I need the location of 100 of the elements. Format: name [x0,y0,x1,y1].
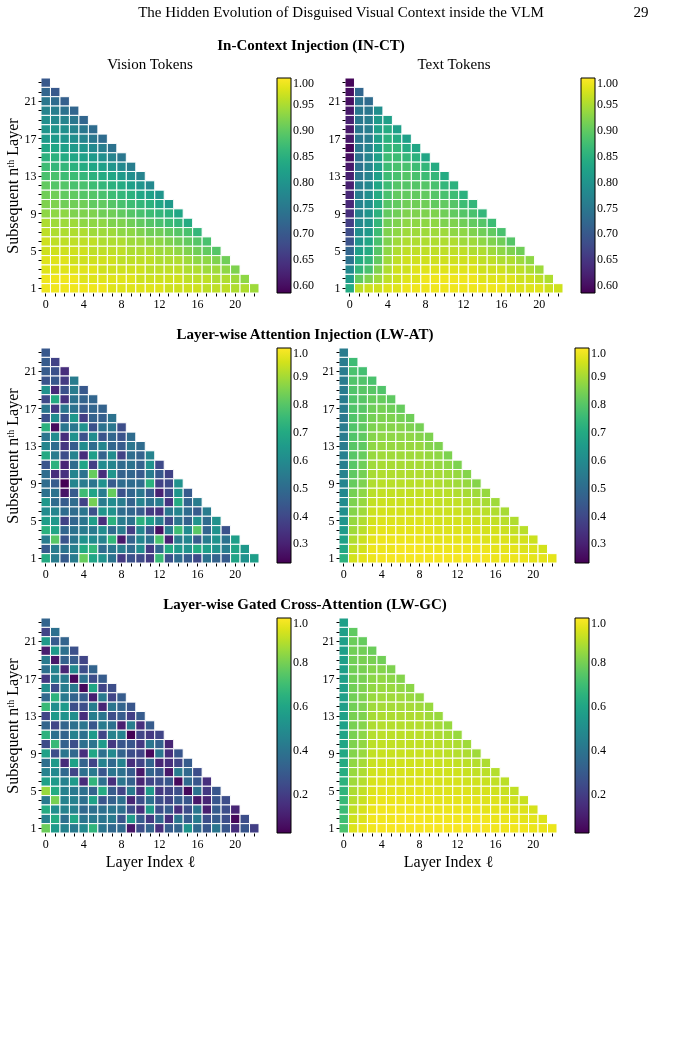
y-tick-label: 13 [24,439,37,454]
text: In-Context Injection (IN-CT) [217,37,405,55]
y-tick-label: 17 [24,671,37,686]
y-tick-label: 1 [328,821,335,836]
x-tick-label: 12 [451,836,464,851]
color-bar-label: 0.5 [293,480,308,495]
x-tick-label: 16 [191,566,204,581]
x-tick-label: 20 [533,296,546,311]
color-bar-label: 0.8 [591,396,606,411]
x-tick-label: 16 [191,296,204,311]
y-tick-label: 1 [30,551,37,566]
y-tick-label: 17 [322,671,335,686]
text: The Hidden Evolution of Disguised Visual Context inside the VLM [138,4,544,20]
y-tick-label: 21 [24,634,37,649]
y-tick-label: 5 [328,513,335,528]
y-axis-title: Subsequent nᵗʰ Layer [3,387,22,524]
y-tick-label: 1 [334,281,341,296]
chart-subtitle: Vision Tokens [107,56,193,73]
color-bar-label: 0.85 [293,148,314,163]
color-bar-label: 0.8 [293,654,308,669]
color-bar-label: 0.75 [597,200,618,215]
y-tick-label: 1 [30,821,37,836]
color-bar-label: 0.7 [591,424,606,439]
x-tick-label: 0 [42,296,49,311]
text: Layer-wise Attention Injection (LW-AT) [176,326,434,344]
y-tick-label: 21 [24,364,37,379]
color-bar-label: 0.85 [597,148,618,163]
y-tick-label: 5 [30,513,37,528]
color-bar-label: 0.8 [591,654,606,669]
color-bar-label: 0.75 [293,200,314,215]
color-bar-label: 0.70 [597,226,618,241]
color-bar-label: 1.0 [591,616,606,630]
x-tick-label: 4 [384,296,391,311]
color-bar-label: 1.00 [597,76,618,90]
color-bar-label: 0.70 [293,226,314,241]
y-tick-label: 13 [322,439,335,454]
y-tick-label: 13 [328,169,341,184]
x-tick-label: 4 [378,836,385,851]
color-bar-label: 0.6 [293,698,308,713]
color-bar-label: 0.4 [293,742,308,757]
color-bar-label: 0.8 [293,396,308,411]
x-tick-label: 8 [118,566,125,581]
color-bar-label: 0.80 [293,174,314,189]
color-bar-label: 0.6 [591,452,606,467]
color-bar-label: 0.4 [591,508,606,523]
y-tick-label: 21 [322,364,335,379]
x-tick-label: 20 [229,566,242,581]
y-tick-label: 21 [322,634,335,649]
x-tick-label: 20 [527,566,540,581]
x-tick-label: 12 [153,836,166,851]
color-bar-label: 1.0 [293,616,308,630]
y-tick-label: 17 [328,131,341,146]
y-tick-label: 21 [24,94,37,109]
x-tick-label: 16 [495,296,508,311]
color-bar-label: 0.95 [597,96,618,111]
color-bar-label: 0.95 [293,96,314,111]
color-bar-label: 1.00 [293,76,314,90]
y-tick-label: 9 [30,476,37,491]
color-bar-label: 0.2 [591,786,606,801]
color-bar-label: 0.90 [293,122,314,137]
text: Layer-wise Gated Cross-Attention (LW-GC) [163,596,447,614]
y-tick-label: 9 [334,206,341,221]
x-tick-label: 12 [153,296,166,311]
y-tick-label: 5 [30,783,37,798]
color-bar-label: 0.5 [591,480,606,495]
color-bar-label: 0.4 [591,742,606,757]
y-tick-label: 5 [328,783,335,798]
x-tick-label: 4 [378,566,385,581]
y-tick-label: 13 [322,709,335,724]
x-axis-title: Layer Index ℓ [403,852,494,871]
color-bar-label: 0.80 [597,174,618,189]
y-axis-title: Subsequent nᵗʰ Layer [3,657,22,794]
x-tick-label: 0 [42,566,49,581]
x-tick-label: 8 [118,836,125,851]
x-tick-label: 8 [422,296,429,311]
color-bar-label: 0.3 [591,536,606,551]
x-tick-label: 12 [451,566,464,581]
x-tick-label: 8 [416,566,423,581]
x-tick-label: 20 [229,296,242,311]
x-tick-label: 16 [489,836,502,851]
y-tick-label: 1 [328,551,335,566]
y-axis-title: Subsequent nᵗʰ Layer [3,117,22,254]
x-tick-label: 12 [153,566,166,581]
color-bar-label: 0.65 [293,252,314,267]
x-tick-label: 20 [527,836,540,851]
color-bar-label: 1.0 [591,346,606,360]
y-tick-label: 21 [328,94,341,109]
color-bar-label: 0.65 [597,252,618,267]
color-bar-label: 0.2 [293,786,308,801]
color-bar-label: 0.3 [293,536,308,551]
x-tick-label: 0 [340,836,347,851]
color-bar-label: 0.90 [597,122,618,137]
x-axis-title: Layer Index ℓ [105,852,196,871]
color-bar-label: 0.6 [293,452,308,467]
color-bar-label: 0.60 [293,278,314,293]
y-tick-label: 9 [328,476,335,491]
y-tick-label: 13 [24,709,37,724]
x-tick-label: 20 [229,836,242,851]
color-bar-label: 1.0 [293,346,308,360]
y-tick-label: 17 [322,401,335,416]
